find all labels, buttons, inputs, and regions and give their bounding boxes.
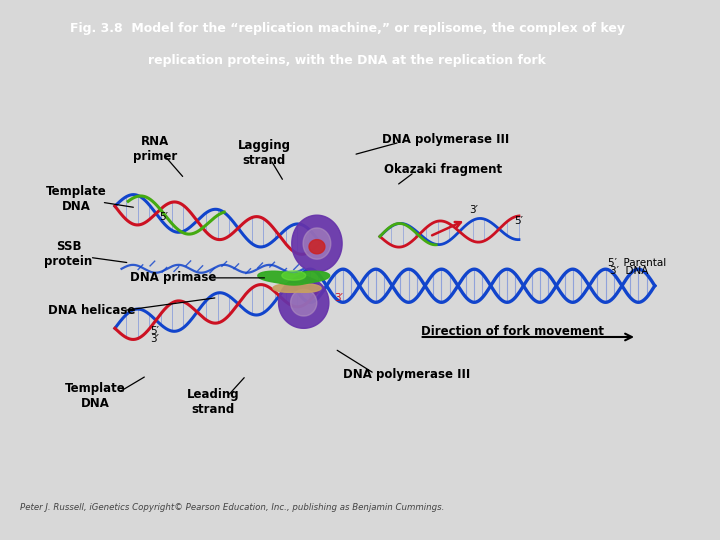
Polygon shape xyxy=(279,277,329,328)
Text: DNA primase: DNA primase xyxy=(130,271,217,284)
Polygon shape xyxy=(309,240,325,254)
Polygon shape xyxy=(303,228,330,259)
Text: Direction of fork movement: Direction of fork movement xyxy=(421,325,604,338)
Text: 5′: 5′ xyxy=(150,327,159,336)
Text: Leading
strand: Leading strand xyxy=(186,388,239,416)
Polygon shape xyxy=(258,271,330,285)
Text: SSB
protein: SSB protein xyxy=(45,240,93,268)
Text: 5′: 5′ xyxy=(159,212,168,222)
Polygon shape xyxy=(273,284,321,292)
Text: 5′: 5′ xyxy=(515,215,523,226)
Text: 3′: 3′ xyxy=(469,205,478,215)
Text: Lagging
strand: Lagging strand xyxy=(238,139,290,167)
Text: RNA
primer: RNA primer xyxy=(132,135,177,163)
Text: Template
DNA: Template DNA xyxy=(46,185,107,213)
Text: 3′: 3′ xyxy=(334,293,343,302)
Text: DNA polymerase III: DNA polymerase III xyxy=(382,133,510,146)
Text: 3′: 3′ xyxy=(150,334,159,345)
Polygon shape xyxy=(292,215,342,272)
Text: 3′  DNA: 3′ DNA xyxy=(610,266,648,276)
Text: Fig. 3.8  Model for the “replication machine,” or replisome, the complex of key: Fig. 3.8 Model for the “replication mach… xyxy=(70,22,625,35)
Text: DNA helicase: DNA helicase xyxy=(48,304,135,317)
Text: Okazaki fragment: Okazaki fragment xyxy=(384,164,502,177)
Text: 5′  Parental: 5′ Parental xyxy=(608,258,667,268)
Polygon shape xyxy=(291,289,317,316)
Text: Peter J. Russell, iGenetics Copyright© Pearson Education, Inc., publishing as Be: Peter J. Russell, iGenetics Copyright© P… xyxy=(20,503,444,512)
Text: DNA polymerase III: DNA polymerase III xyxy=(343,368,470,381)
Polygon shape xyxy=(282,271,306,280)
Text: Template
DNA: Template DNA xyxy=(65,382,125,410)
Text: replication proteins, with the DNA at the replication fork: replication proteins, with the DNA at th… xyxy=(148,53,546,66)
